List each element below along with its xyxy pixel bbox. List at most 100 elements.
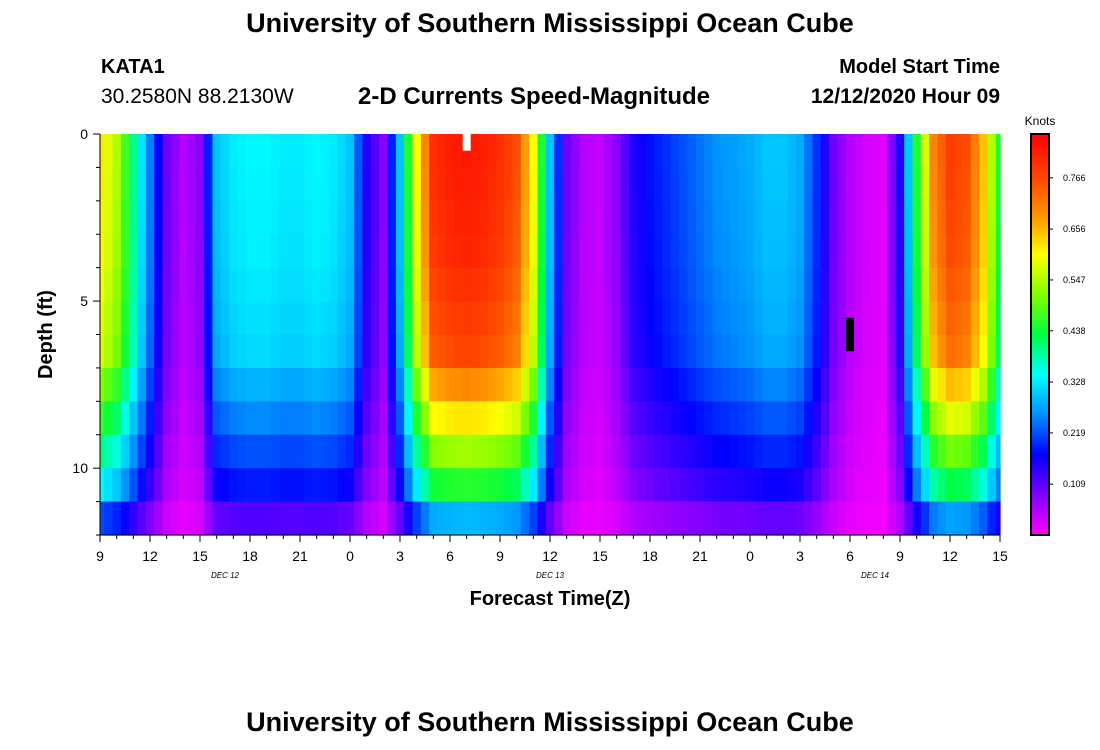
- heatmap-cell: [100, 167, 105, 202]
- heatmap-cell: [495, 367, 505, 402]
- heatmap-cell: [504, 167, 514, 202]
- x-tick-label: 15: [592, 548, 608, 564]
- heatmap-cell: [745, 167, 755, 202]
- heatmap-cell: [670, 401, 680, 436]
- heatmap-cell: [662, 501, 672, 536]
- heatmap-cell: [520, 134, 530, 169]
- heatmap-cell: [662, 401, 672, 436]
- heatmap-cell: [670, 434, 680, 469]
- heatmap-cell: [695, 134, 705, 169]
- heatmap-cell: [687, 367, 697, 402]
- heatmap-cell: [470, 367, 480, 402]
- heatmap-cell: [887, 301, 897, 336]
- heatmap-cell: [629, 134, 639, 169]
- heatmap-cell: [212, 267, 222, 302]
- heatmap-cell: [395, 301, 405, 336]
- heatmap-cell: [870, 334, 880, 369]
- heatmap-cell: [129, 401, 139, 436]
- heatmap-cell: [329, 367, 339, 402]
- heatmap-cell: [420, 301, 430, 336]
- heatmap-cell: [512, 267, 522, 302]
- heatmap-cell: [362, 167, 372, 202]
- heatmap-cell: [570, 267, 580, 302]
- heatmap-cell: [329, 167, 339, 202]
- heatmap-cell: [620, 468, 630, 503]
- heatmap-cell: [870, 434, 880, 469]
- heatmap-cell: [370, 301, 380, 336]
- heatmap-cell: [754, 134, 764, 169]
- x-axis-title: Forecast Time(Z): [470, 588, 631, 610]
- heatmap-cell: [637, 334, 647, 369]
- heatmap-cell: [562, 434, 572, 469]
- heatmap-cell: [379, 167, 389, 202]
- heatmap-cell: [145, 267, 155, 302]
- heatmap-cell: [895, 234, 905, 269]
- heatmap-cell: [379, 434, 389, 469]
- heatmap-cell: [662, 267, 672, 302]
- x-tick-label: 9: [496, 548, 504, 564]
- heatmap-cell: [654, 134, 664, 169]
- heatmap-cell: [395, 468, 405, 503]
- heatmap-cell: [254, 167, 264, 202]
- heatmap-cell: [629, 301, 639, 336]
- heatmap-cell: [795, 301, 805, 336]
- heatmap-cell: [570, 401, 580, 436]
- heatmap-cell: [345, 401, 355, 436]
- heatmap-cell: [245, 334, 255, 369]
- heatmap-cell: [520, 167, 530, 202]
- heatmap-cell: [754, 334, 764, 369]
- heatmap-cell: [245, 267, 255, 302]
- heatmap-cell: [479, 468, 489, 503]
- heatmap-cell: [645, 501, 655, 536]
- heatmap-cell: [212, 367, 222, 402]
- heatmap-cell: [837, 501, 847, 536]
- heatmap-cell: [204, 501, 214, 536]
- heatmap-cell: [829, 501, 839, 536]
- heatmap-cell: [654, 267, 664, 302]
- heatmap-cell: [179, 200, 189, 235]
- heatmap-cell: [704, 367, 714, 402]
- heatmap-cell: [679, 367, 689, 402]
- heatmap-cell: [262, 401, 272, 436]
- heatmap-cell: [837, 134, 847, 169]
- heatmap-cell: [770, 334, 780, 369]
- heatmap-cell: [887, 200, 897, 235]
- heatmap-cell: [987, 134, 997, 169]
- heatmap-cell: [929, 401, 939, 436]
- heatmap-cell: [429, 234, 439, 269]
- heatmap-cell: [629, 434, 639, 469]
- heatmap-cell: [762, 134, 772, 169]
- heatmap-cell: [954, 267, 964, 302]
- heatmap-cell: [712, 234, 722, 269]
- heatmap-cell: [195, 301, 205, 336]
- heatmap-cell: [945, 501, 955, 536]
- heatmap-cell: [395, 434, 405, 469]
- heatmap-cell: [629, 501, 639, 536]
- heatmap-cell: [779, 134, 789, 169]
- heatmap-cell: [329, 234, 339, 269]
- heatmap-cell: [304, 234, 314, 269]
- heatmap-cell: [870, 234, 880, 269]
- heatmap-cell: [445, 167, 455, 202]
- heatmap-cell: [520, 334, 530, 369]
- heatmap-cell: [554, 167, 564, 202]
- heatmap-cell: [254, 134, 264, 169]
- heatmap-cell: [779, 434, 789, 469]
- heatmap-cell: [537, 501, 547, 536]
- heatmap-cell: [895, 167, 905, 202]
- heatmap-cell: [504, 468, 514, 503]
- heatmap-cell: [495, 200, 505, 235]
- heatmap-cell: [179, 134, 189, 169]
- heatmap-cell: [370, 234, 380, 269]
- heatmap-cell: [545, 267, 555, 302]
- heatmap-cell: [354, 267, 364, 302]
- heatmap-cell: [920, 434, 930, 469]
- heatmap-cell: [479, 234, 489, 269]
- heatmap-cell: [137, 501, 147, 536]
- heatmap-cell: [945, 134, 955, 169]
- heatmap-cell: [954, 468, 964, 503]
- heatmap-cell: [120, 434, 130, 469]
- heatmap-cell: [604, 501, 614, 536]
- heatmap-cell: [612, 234, 622, 269]
- heatmap-cell: [795, 267, 805, 302]
